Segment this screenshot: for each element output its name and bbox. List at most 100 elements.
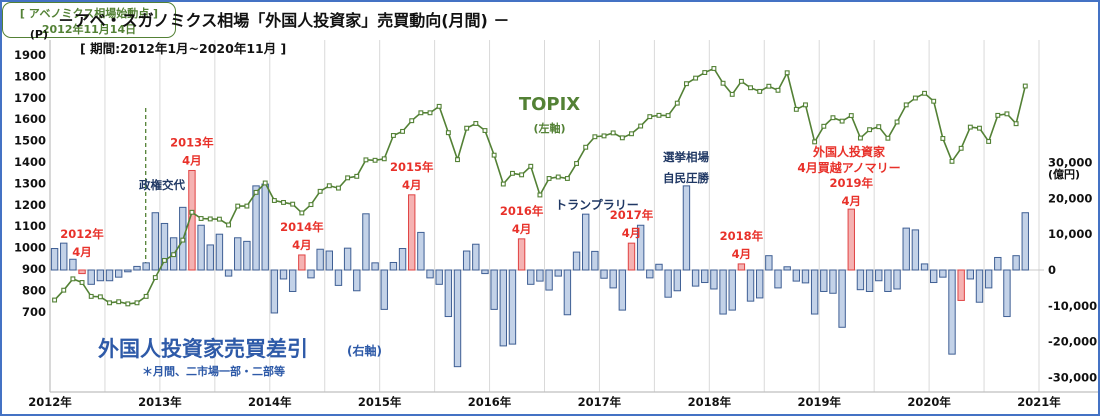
flow-bar	[902, 227, 910, 271]
flow-bar	[508, 269, 517, 345]
flow-bar	[810, 269, 819, 315]
flow-bar	[792, 269, 801, 282]
april-label-month: 4月	[512, 222, 532, 236]
april-anomaly-line2: 4月買越アノマリー	[797, 161, 901, 175]
topix-marker	[491, 152, 497, 158]
topix-marker	[189, 209, 195, 215]
topix-marker	[372, 157, 378, 163]
right-axis-tick: 10,000	[1048, 227, 1092, 241]
chart-title: －アベ・スガノミクス相場「外国人投資家」売買動向(月間) －	[58, 11, 510, 30]
flow-bar	[398, 248, 407, 271]
left-axis-tick: 1700	[14, 91, 46, 105]
left-axis-tick: 1800	[14, 69, 46, 83]
topix-marker	[601, 133, 607, 139]
flow-bar	[362, 213, 370, 271]
right-axis-tick: -10,000	[1048, 299, 1097, 313]
topix-marker	[418, 110, 424, 116]
flow-bar	[499, 269, 507, 347]
flow-bar	[426, 269, 434, 279]
topix-marker	[455, 157, 460, 163]
topix-marker	[198, 216, 204, 221]
flow-bar	[288, 269, 297, 292]
topix-marker	[125, 301, 131, 307]
topix-marker	[290, 201, 296, 207]
topix-marker	[409, 118, 415, 124]
topix-marker	[546, 176, 552, 181]
topix-marker	[867, 127, 873, 133]
flow-bar	[371, 262, 379, 271]
topix-marker	[894, 119, 900, 125]
flow-bar	[636, 224, 645, 271]
flow-bar	[646, 269, 654, 279]
april-flow-bar	[737, 263, 746, 271]
topix-marker	[619, 135, 625, 141]
abenomics-annotation-line1: [ アベノミクス相場始動点 ]	[19, 7, 159, 20]
x-axis-label: 2016年	[468, 395, 512, 409]
topix-marker	[180, 237, 186, 243]
flow-bar	[664, 269, 672, 298]
topix-marker	[88, 293, 94, 299]
flow-bar	[490, 269, 498, 310]
flow-bar	[728, 269, 736, 311]
topix-marker	[97, 294, 103, 300]
topix-series-label: TOPIX	[518, 94, 581, 115]
abenomics-annotation-box: [ アベノミクス相場始動点 ] 2012年11月14日	[2, 2, 176, 38]
topix-marker	[363, 157, 369, 163]
flow-bar	[582, 213, 590, 271]
topix-marker	[564, 176, 570, 181]
flow-bar	[444, 269, 453, 318]
topix-marker	[528, 163, 534, 169]
flow-bar	[966, 269, 975, 280]
flow-bar	[948, 269, 956, 355]
topix-marker	[1022, 83, 1028, 89]
topix-marker	[152, 275, 158, 281]
flow-bar	[334, 269, 343, 286]
topix-marker	[995, 112, 1001, 118]
topix-marker	[949, 158, 955, 164]
flow-bar	[820, 269, 828, 292]
flow-bar	[536, 269, 544, 282]
april-label-year: 2015年	[390, 160, 434, 174]
flow-bar	[114, 269, 123, 278]
flow-bar	[160, 222, 169, 271]
topix-marker	[1013, 121, 1019, 127]
right-axis-tick: 30,000	[1048, 156, 1092, 170]
flow-bar	[774, 269, 782, 289]
flow-bar	[1003, 269, 1011, 318]
flow-bar	[142, 262, 150, 271]
flow-bar	[105, 269, 114, 282]
left-axis-unit: (P)	[29, 28, 48, 41]
topix-marker	[592, 134, 598, 140]
flow-bar	[572, 251, 581, 271]
flow-bar	[380, 269, 388, 310]
flow-bar	[911, 229, 920, 271]
topix-marker	[107, 300, 112, 306]
flow-bar	[435, 269, 443, 285]
topix-marker	[473, 121, 479, 126]
topix-marker	[720, 80, 726, 86]
flow-bar	[453, 269, 462, 368]
topix-marker	[922, 90, 927, 96]
flow-bar	[353, 269, 361, 292]
flow-bar	[224, 269, 233, 277]
flow-bar	[691, 269, 700, 287]
topix-marker	[116, 299, 122, 305]
topix-marker	[803, 102, 808, 108]
flow-bar	[60, 242, 68, 271]
right-axis-tick: 20,000	[1048, 191, 1092, 205]
topix-marker	[757, 88, 763, 94]
topix-marker	[143, 293, 149, 299]
flow-bar	[710, 269, 718, 290]
flow-bar	[765, 255, 773, 271]
topix-marker	[693, 75, 699, 81]
x-axis-label: 2013年	[138, 395, 182, 409]
flow-bar	[655, 263, 663, 271]
flow-bar	[856, 269, 865, 291]
topix-marker	[79, 280, 85, 285]
topix-marker	[821, 123, 827, 129]
flow-bar	[1012, 255, 1020, 271]
topix-marker	[876, 124, 882, 130]
april-flow-bar	[517, 238, 526, 271]
